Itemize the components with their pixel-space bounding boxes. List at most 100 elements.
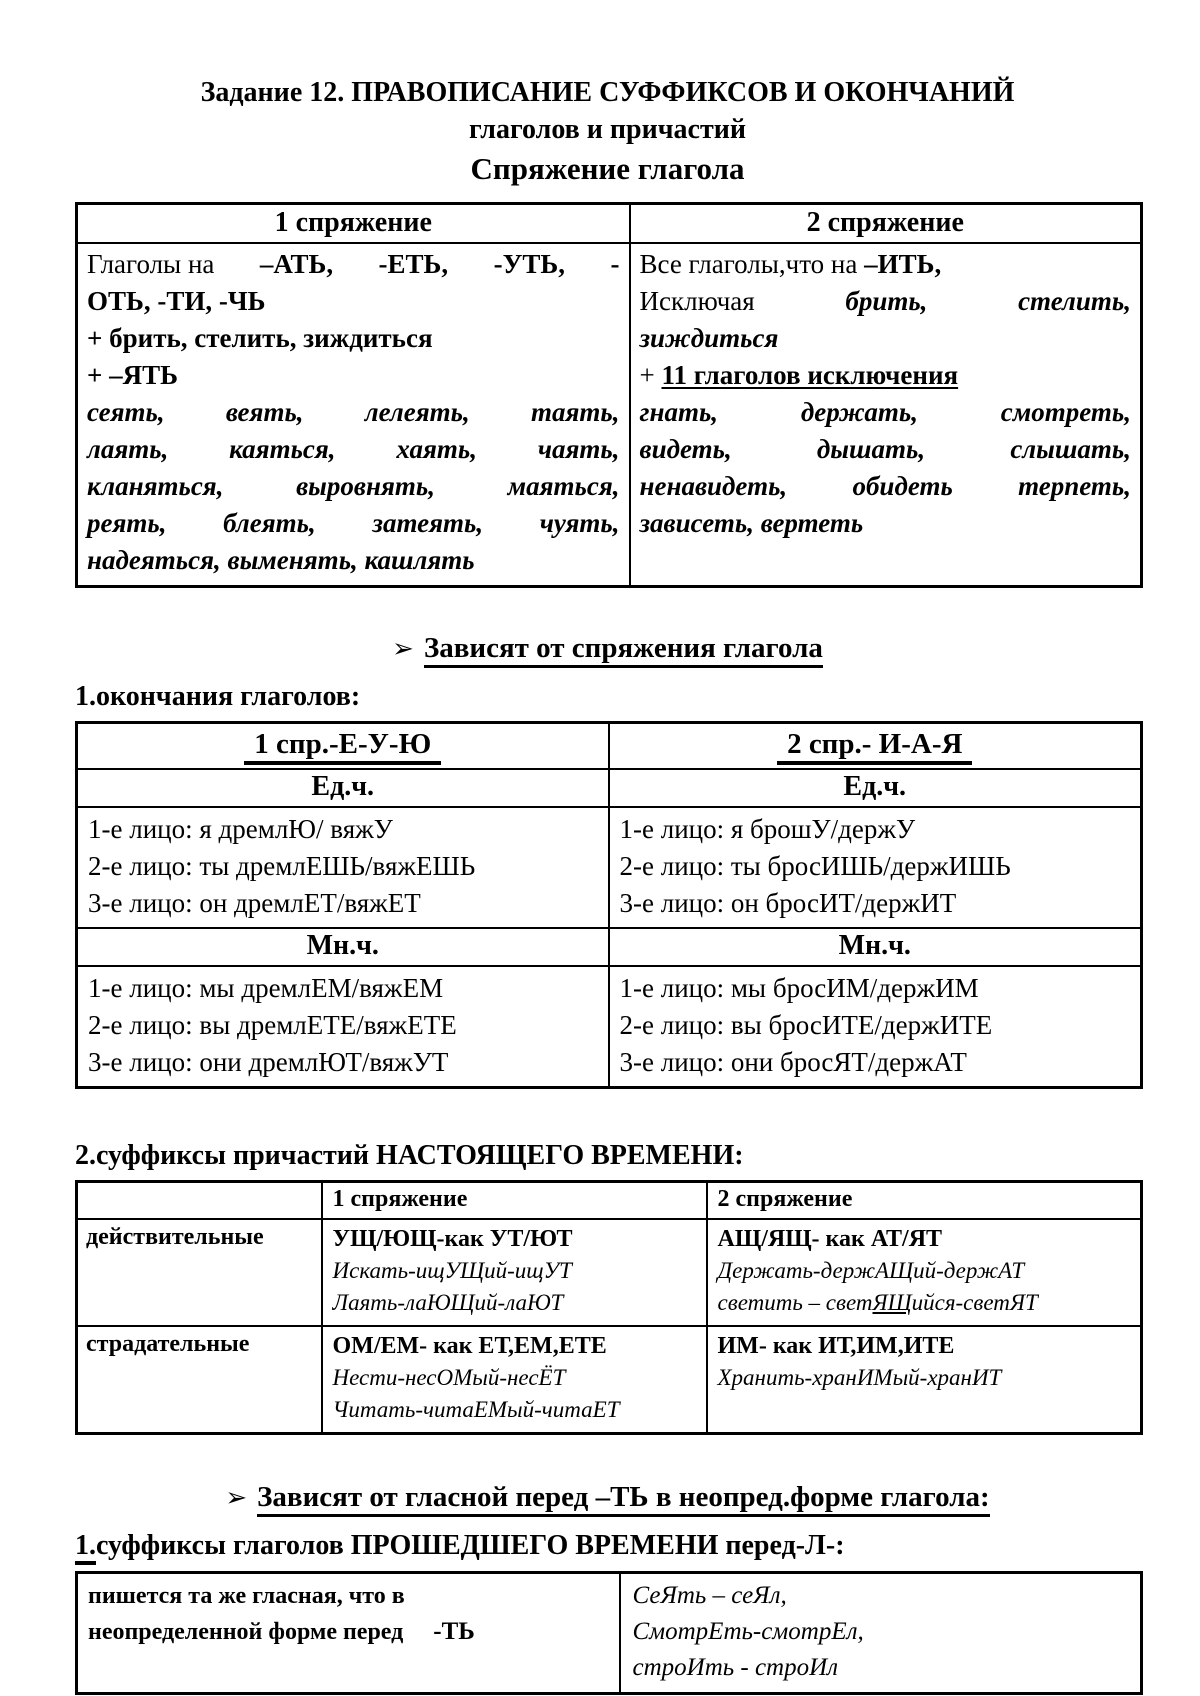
verb-item: лаять, xyxy=(87,434,169,464)
corner-cell xyxy=(75,1180,323,1220)
verb-item: реять, xyxy=(87,508,167,538)
verb-item: выровнять, xyxy=(296,471,435,501)
endings-1-header-text: 1 спр.-Е-У-Ю xyxy=(244,728,442,765)
verb-item: слышать, xyxy=(1010,434,1131,464)
example: светить – светЯЩийся-светЯТ xyxy=(718,1287,1131,1319)
verb-item: терпеть, xyxy=(1018,471,1131,501)
person-form: 2-е лицо: вы дремлЕТЕ/вяжЕТЕ xyxy=(88,1010,457,1040)
page-title-line1: Задание 12. ПРАВОПИСАНИЕ СУФФИКСОВ И ОКО… xyxy=(200,77,1015,108)
verb-item: лелеять, xyxy=(364,397,470,427)
active-conj1-cell: УЩ/ЮЩ-как УТ/ЮТ Искать-ищУЩий-ищУТ Лаять… xyxy=(320,1218,708,1327)
verb-item: хаять, xyxy=(396,434,478,464)
participle-header-row: 1 спряжение 2 спряжение xyxy=(75,1180,1143,1220)
rule-line2-text: неопределенной форме перед xyxy=(88,1619,404,1645)
person-form: 1-е лицо: мы бросИМ/держИМ xyxy=(619,973,979,1003)
ending-item: –ИТЬ, xyxy=(864,249,942,279)
conjugation-2-excluding-line: Исключая брить, стелить, xyxy=(640,283,1132,320)
passive-conj1-cell: ОМ/ЕМ- как ЕТ,ЕМ,ЕТЕ Нести-несОМый-несЁТ… xyxy=(320,1325,708,1435)
conjugation-1-intro-line2: ОТЬ, -ТИ, -ЧЬ xyxy=(87,286,266,316)
verb-item: смотреть, xyxy=(1000,397,1131,427)
section1-heading-text: Зависят от спряжения глагола xyxy=(423,632,823,668)
conjugation-1-plus-verbs: + брить, стелить, зиждиться xyxy=(87,323,433,353)
plural-label-left: Мн.ч. xyxy=(75,927,610,967)
example: Читать-читаЕМый-читаЕТ xyxy=(332,1397,620,1422)
verb-item: таять, xyxy=(530,397,620,427)
arrow-bullet-icon: ➢ xyxy=(225,1483,248,1512)
endings-2-header-text: 2 спр.- И-А-Я xyxy=(777,728,973,765)
suffix-rule: ИМ- как ИТ,ИМ,ИТЕ xyxy=(717,1333,955,1359)
conjugation-table-caption: Спряжение глагола xyxy=(470,151,745,186)
verb-item: сеять, xyxy=(87,397,165,427)
section1-subheading-text: окончания глаголов: xyxy=(96,681,361,712)
singular-label-row: Ед.ч. Ед.ч. xyxy=(75,768,1143,808)
ending-item: -ЕТЬ, xyxy=(378,249,449,279)
verb-item: маяться, xyxy=(507,471,620,501)
singular-label-right: Ед.ч. xyxy=(607,768,1143,808)
yat-verb-line: кланяться, выровнять, маяться, xyxy=(87,468,620,505)
person-form: 3-е лицо: они дремлЮТ/вяжУТ xyxy=(88,1047,449,1077)
past-tense-table: пишется та же гласная, что в неопределен… xyxy=(75,1571,1143,1695)
plural-forms-row: 1-е лицо: мы дремлЕМ/вяжЕМ 2-е лицо: вы … xyxy=(75,965,1143,1089)
plural-forms-conj1: 1-е лицо: мы дремлЕМ/вяжЕМ 2-е лицо: вы … xyxy=(75,965,610,1089)
ending-item: –АТЬ, xyxy=(259,249,334,279)
exception-verb-last-line: зависеть, вертеть xyxy=(639,508,864,538)
suffix-rule: ОМ/ЕМ- как ЕТ,ЕМ,ЕТЕ xyxy=(332,1333,607,1359)
plural-forms-conj2: 1-е лицо: мы бросИМ/держИМ 2-е лицо: вы … xyxy=(607,965,1143,1089)
conjugation-table-header-row: 1 спряжение 2 спряжение xyxy=(75,202,1143,244)
yat-verb-last-line: надеяться, выменять, кашлять xyxy=(87,545,475,575)
endings-1-header: 1 спр.-Е-У-Ю xyxy=(75,721,610,770)
plural-label-right: Мн.ч. xyxy=(607,927,1143,967)
section1-subheading-number: 1. xyxy=(75,681,96,712)
verb-item: ненавидеть, xyxy=(639,471,788,501)
intro-lead: Все глаголы,что на xyxy=(639,249,858,279)
participle-suffixes-table: 1 спряжение 2 спряжение действительные У… xyxy=(75,1180,1143,1435)
verb-item: держать, xyxy=(800,397,918,427)
verb-item: чаять, xyxy=(537,434,620,464)
arrow-bullet-icon: ➢ xyxy=(392,634,414,663)
verb-item: стелить, xyxy=(1018,286,1131,316)
section1-heading: ➢ Зависят от спряжения глагола xyxy=(75,628,1140,669)
conjugation-2-cell: Все глаголы,что на –ИТЬ, Исключая брить,… xyxy=(628,242,1143,588)
section3-subheading-text: суффиксы глаголов ПРОШЕДШЕГО ВРЕМЕНИ пер… xyxy=(96,1530,845,1561)
section2-heading: 2.суффиксы причастий НАСТОЯЩЕГО ВРЕМЕНИ: xyxy=(75,1137,1140,1175)
verb-item: видеть, xyxy=(639,434,732,464)
verb-item: каяться, xyxy=(229,434,336,464)
verb-item: брить, xyxy=(845,286,928,316)
plural-label-row: Мн.ч. Мн.ч. xyxy=(75,927,1143,967)
example: Лаять-лаЮЩий-лаЮТ xyxy=(332,1290,564,1315)
passive-conj2-cell: ИМ- как ИТ,ИМ,ИТЕ Хранить-хранИМый-хранИ… xyxy=(705,1325,1143,1435)
verb-item: гнать, xyxy=(639,397,719,427)
ending-item: -УТЬ, xyxy=(493,249,566,279)
example: СмотрЕть-смотрЕл, xyxy=(632,1618,864,1645)
conjugation-1-intro-line1: Глаголы на –АТЬ, -ЕТЬ, -УТЬ, - xyxy=(87,246,620,283)
person-form: 1-е лицо: я дремлЮ/ вяжУ xyxy=(88,814,393,844)
section1-subheading: 1.окончания глаголов: xyxy=(75,678,1140,716)
conjugation-1-header: 1 спряжение xyxy=(75,202,631,244)
verb-item: кланяться, xyxy=(87,471,224,501)
section3-heading-text: Зависят от гласной перед –ТЬ в неопред.ф… xyxy=(257,1481,990,1517)
intro-lead: Глаголы на xyxy=(87,249,215,279)
document-header: Задание 12. ПРАВОПИСАНИЕ СУФФИКСОВ И ОКО… xyxy=(75,74,1140,190)
person-form: 2-е лицо: ты дремлЕШЬ/вяжЕШЬ xyxy=(88,851,476,881)
passive-participles-row: страдательные ОМ/ЕМ- как ЕТ,ЕМ,ЕТЕ Нести… xyxy=(75,1325,1143,1435)
example: СеЯть – сеЯл, xyxy=(632,1582,787,1609)
singular-forms-conj1: 1-е лицо: я дремлЮ/ вяжУ 2-е лицо: ты др… xyxy=(75,806,610,929)
rule-suffix: -ТЬ xyxy=(433,1618,475,1645)
singular-forms-conj2: 1-е лицо: я брошУ/держУ 2-е лицо: ты бро… xyxy=(607,806,1143,929)
verb-item: чуять, xyxy=(539,508,620,538)
verb-item: обидеть xyxy=(852,471,953,501)
excluding-line2: зиждиться xyxy=(639,323,779,353)
example: строИть - строИл xyxy=(632,1654,839,1681)
rule-line: пишется та же гласная, что в xyxy=(88,1583,405,1609)
singular-label-left: Ед.ч. xyxy=(75,768,610,808)
person-form: 3-е лицо: они бросЯТ/держАТ xyxy=(619,1047,967,1077)
endings-header-row: 1 спр.-Е-У-Ю 2 спр.- И-А-Я xyxy=(75,721,1143,770)
past-tense-rule-cell: пишется та же гласная, что в неопределен… xyxy=(75,1571,621,1695)
past-tense-row: пишется та же гласная, что в неопределен… xyxy=(75,1571,1143,1695)
example: Держать-держАЩий-держАТ xyxy=(717,1258,1025,1283)
person-form: 3-е лицо: он дремлЕТ/вяжЕТ xyxy=(88,888,421,918)
verb-item: дышать, xyxy=(816,434,926,464)
suffix-rule: АЩ/ЯЩ- как АТ/ЯТ xyxy=(717,1226,943,1252)
person-form: 2-е лицо: вы бросИТЕ/держИТЕ xyxy=(619,1010,993,1040)
